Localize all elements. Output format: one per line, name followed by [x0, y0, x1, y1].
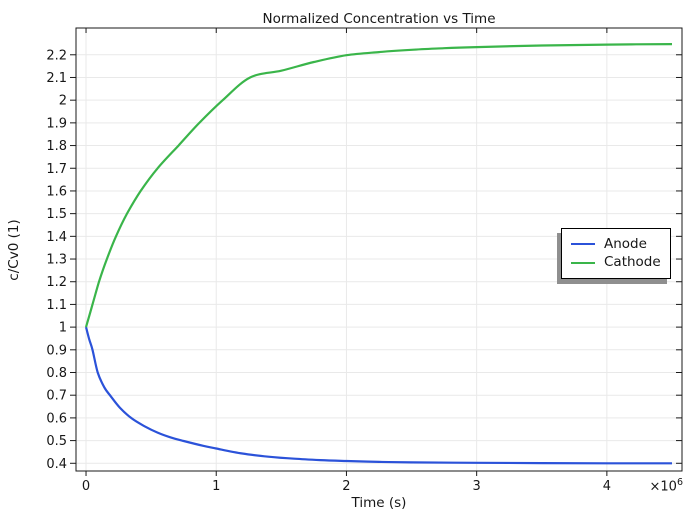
- y-tick-label: 0.9: [46, 343, 67, 358]
- cathode-curve: [84, 43, 673, 328]
- y-tick-label: 1: [59, 321, 67, 336]
- x-tick-label: 4: [603, 479, 611, 494]
- y-tick-label: 2: [59, 94, 67, 109]
- y-tick-label: 1.1: [46, 298, 67, 313]
- legend-label: Anode: [604, 235, 647, 252]
- y-tick-label: 1.7: [46, 162, 67, 177]
- x-axis-scale-factor: ×106: [650, 477, 683, 494]
- x-tick-label: 3: [473, 479, 481, 494]
- y-tick-label: 1.5: [46, 207, 67, 222]
- y-tick-label: 1.4: [46, 230, 67, 245]
- cathode-line-swatch: [571, 261, 595, 264]
- y-tick-label: 1.2: [46, 275, 67, 290]
- chart-title: Normalized Concentration vs Time: [262, 11, 496, 27]
- x-scale-exponent: 6: [676, 477, 683, 488]
- x-tick-label: 2: [342, 479, 350, 494]
- x-tick-label: 0: [82, 479, 90, 494]
- anode-curve: [84, 326, 672, 465]
- y-tick-label: 1.6: [46, 184, 67, 199]
- y-tick-label: 1.3: [46, 253, 67, 268]
- legend-item-anode: Anode: [562, 235, 670, 252]
- y-tick-label: 0.5: [46, 434, 67, 449]
- legend[interactable]: Anode Cathode: [561, 228, 671, 279]
- y-tick-label: 0.4: [46, 457, 67, 472]
- anode-line-swatch: [571, 243, 595, 246]
- legend-label: Cathode: [604, 254, 661, 270]
- x-axis-label: Time (s): [351, 495, 407, 511]
- y-tick-label: 0.6: [46, 411, 67, 426]
- x-scale-mantissa: ×10: [649, 479, 677, 495]
- y-tick-label: 0.7: [46, 389, 67, 404]
- y-tick-label: 2.1: [46, 71, 67, 86]
- y-tick-label: 1.8: [46, 139, 67, 154]
- y-tick-label: 2.2: [46, 48, 67, 63]
- plot-frame: [75, 27, 683, 472]
- y-tick-label: 1.9: [46, 116, 67, 131]
- y-tick-label: 0.8: [46, 366, 67, 381]
- x-tick-label: 1: [212, 479, 220, 494]
- legend-item-cathode: Cathode: [562, 254, 670, 270]
- y-axis-label: c/Cv0 (1): [6, 219, 22, 281]
